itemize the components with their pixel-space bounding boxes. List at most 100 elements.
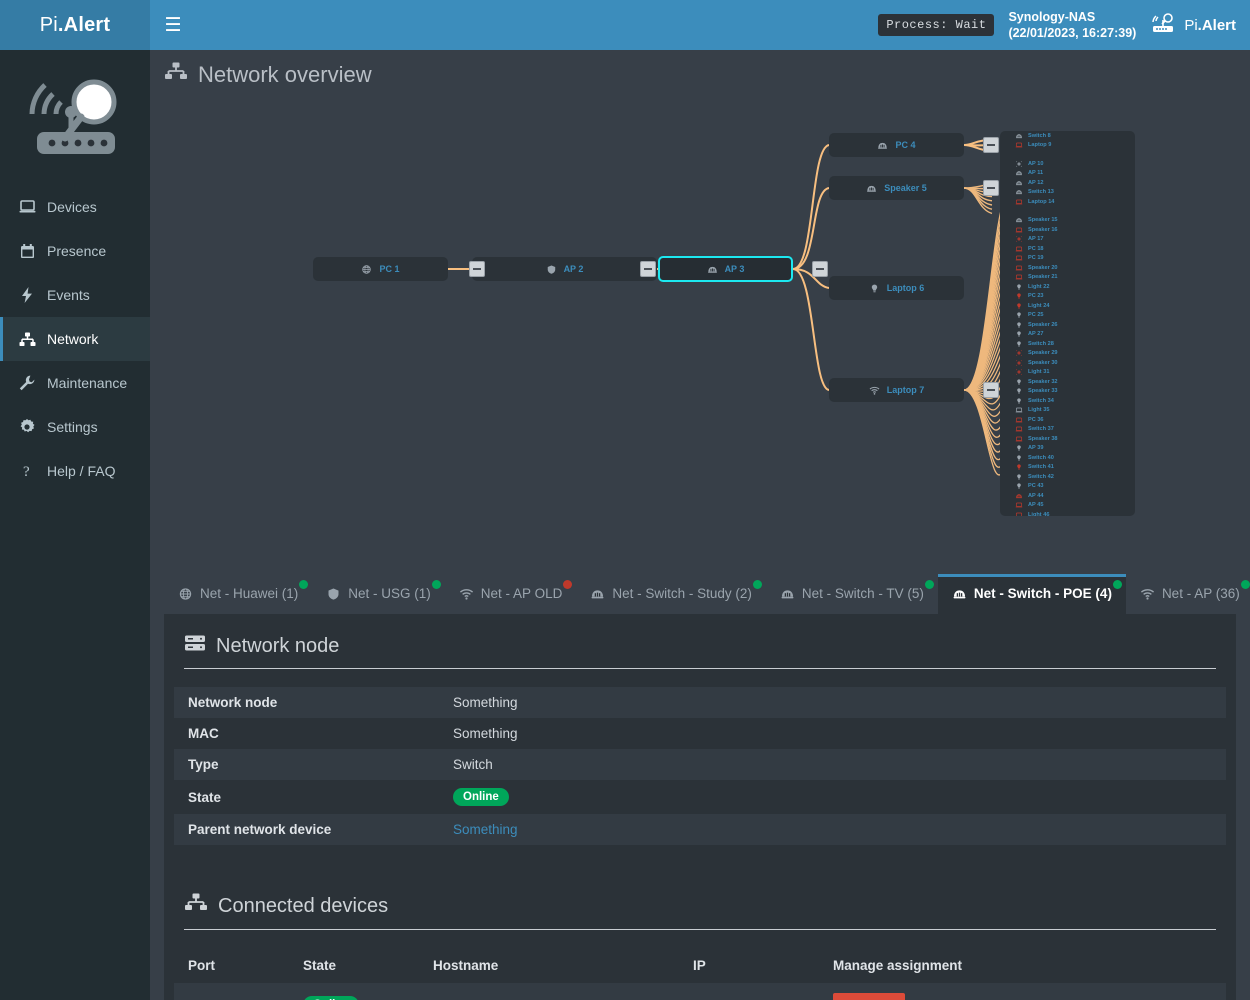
graph-cluster-panel[interactable]: Switch 8 Laptop 9 AP 10 AP 11 AP 12 Swit…	[1000, 131, 1135, 516]
cluster-node-label: PC 25	[1028, 312, 1044, 319]
cluster-node-label: AP 45	[1028, 502, 1044, 509]
cluster-node-laptop-14[interactable]: Laptop 14	[1000, 197, 1135, 207]
switch-icon	[590, 588, 605, 600]
tab-net-switch-study-2[interactable]: Net - Switch - Study (2)	[576, 574, 766, 614]
user-menu[interactable]: Pi.Alert	[1150, 12, 1236, 38]
sidebar-item-maintenance[interactable]: Maintenance	[0, 361, 150, 405]
cluster-node-ap-45[interactable]: AP 45	[1000, 501, 1135, 511]
graph-node-pc-4[interactable]: PC 4	[829, 133, 964, 157]
app-logo[interactable]: Pi .Alert	[0, 0, 150, 50]
cluster-node-light-22[interactable]: Light 22	[1000, 282, 1135, 292]
cluster-node-speaker-21[interactable]: Speaker 21	[1000, 273, 1135, 283]
sidebar: Devices Presence Events Network Maintena…	[0, 50, 150, 1000]
cluster-node-light-46[interactable]: Light 46	[1000, 510, 1135, 516]
column-header[interactable]: State	[303, 958, 337, 973]
cluster-node-switch-37[interactable]: Switch 37	[1000, 425, 1135, 435]
cluster-node-light-31[interactable]: Light 31	[1000, 368, 1135, 378]
tab-net-ap-36[interactable]: Net - AP (36)	[1126, 574, 1250, 614]
graph-node-ap-3[interactable]: AP 3	[658, 256, 793, 282]
tab-label: Net - Huawei (1)	[200, 586, 299, 601]
cluster-node-speaker-30[interactable]: Speaker 30	[1000, 358, 1135, 368]
parent-device-link[interactable]: Something	[453, 822, 518, 837]
svg-text:?: ?	[23, 464, 30, 479]
cluster-node-pc-43[interactable]: PC 43	[1000, 482, 1135, 492]
tab-net-switch-tv-5[interactable]: Net - Switch - TV (5)	[766, 574, 938, 614]
column-header[interactable]: Manage assignment	[833, 958, 963, 973]
cluster-node-ap-12[interactable]: AP 12	[1000, 178, 1135, 188]
cluster-node-ap-11[interactable]: AP 11	[1000, 169, 1135, 179]
graph-node-label: AP 3	[724, 264, 745, 274]
tab-status-dot	[1112, 580, 1122, 589]
graph-collapse-toggle[interactable]	[983, 137, 999, 153]
cluster-node-ap-27[interactable]: AP 27	[1000, 330, 1135, 340]
column-header[interactable]: Hostname	[433, 958, 499, 973]
tab-net-usg-1[interactable]: Net - USG (1)	[312, 574, 445, 614]
hostname-link[interactable]: Something	[433, 998, 498, 1000]
cluster-node-light-24[interactable]: Light 24	[1000, 301, 1135, 311]
cluster-node-light-35[interactable]: Light 35	[1000, 406, 1135, 416]
gear-icon	[17, 419, 37, 435]
tab-status-dot	[924, 580, 934, 589]
detail-key: Type	[188, 757, 219, 772]
cluster-node-ap-39[interactable]: AP 39	[1000, 444, 1135, 454]
graph-collapse-toggle[interactable]	[983, 180, 999, 196]
cluster-node-speaker-38[interactable]: Speaker 38	[1000, 434, 1135, 444]
switch-icon	[707, 265, 718, 274]
graph-collapse-toggle[interactable]	[640, 261, 656, 277]
cluster-node-pc-18[interactable]: PC 18	[1000, 244, 1135, 254]
graph-node-laptop-7[interactable]: Laptop 7	[829, 378, 964, 402]
tab-net-switch-poe-4[interactable]: Net - Switch - POE (4)	[937, 574, 1126, 614]
connected-devices-section-title: Connected devices	[174, 845, 1226, 929]
sidebar-item-network[interactable]: Network	[0, 317, 150, 361]
cluster-node-switch-34[interactable]: Switch 34	[1000, 396, 1135, 406]
sidebar-item-presence[interactable]: Presence	[0, 229, 150, 273]
cluster-node-switch-13[interactable]: Switch 13	[1000, 188, 1135, 198]
tab-net-ap-old[interactable]: Net - AP OLD	[445, 574, 577, 614]
cluster-node-speaker-26[interactable]: Speaker 26	[1000, 320, 1135, 330]
brand-suffix: .Alert	[57, 13, 111, 36]
cluster-node-ap-10[interactable]: AP 10	[1000, 159, 1135, 169]
sidebar-item-devices[interactable]: Devices	[0, 185, 150, 229]
sidebar-item-events[interactable]: Events	[0, 273, 150, 317]
cluster-node-switch-42[interactable]: Switch 42	[1000, 472, 1135, 482]
cluster-node-pc-23[interactable]: PC 23	[1000, 292, 1135, 302]
column-header[interactable]: IP	[693, 958, 706, 973]
sidebar-toggle-icon[interactable]: ☰	[164, 14, 182, 36]
graph-collapse-toggle[interactable]	[469, 261, 485, 277]
cluster-node-pc-25[interactable]: PC 25	[1000, 311, 1135, 321]
cluster-node-speaker-20[interactable]: Speaker 20	[1000, 263, 1135, 273]
cluster-node-speaker-16[interactable]: Speaker 16	[1000, 225, 1135, 235]
cluster-node-label: Speaker 20	[1028, 264, 1058, 271]
network-graph[interactable]: PC 1 AP 2 AP 3 PC 4 Speaker 5 Laptop 6	[150, 88, 1250, 568]
cluster-node-switch-8[interactable]: Switch 8	[1000, 131, 1135, 141]
column-header[interactable]: Port	[188, 958, 215, 973]
cluster-node-speaker-32[interactable]: Speaker 32	[1000, 377, 1135, 387]
page-title-text: Network overview	[198, 62, 372, 87]
graph-node-pc-1[interactable]: PC 1	[313, 257, 448, 281]
graph-collapse-toggle[interactable]	[983, 382, 999, 398]
cluster-node-pc-36[interactable]: PC 36	[1000, 415, 1135, 425]
cluster-node-laptop-9[interactable]: Laptop 9	[1000, 141, 1135, 151]
tab-net-huawei-1[interactable]: Net - Huawei (1)	[164, 574, 312, 614]
cluster-node-ap-17[interactable]: AP 17	[1000, 235, 1135, 245]
cluster-node-switch-41[interactable]: Switch 41	[1000, 463, 1135, 473]
graph-node-speaker-5[interactable]: Speaker 5	[829, 176, 964, 200]
cluster-node-speaker-15[interactable]: Speaker 15	[1000, 216, 1135, 226]
detail-value: Switch	[453, 757, 493, 772]
detail-row: Parent network device Something	[174, 814, 1226, 845]
sidebar-item-settings[interactable]: Settings	[0, 405, 150, 449]
graph-collapse-toggle[interactable]	[812, 261, 828, 277]
cluster-node-switch-28[interactable]: Switch 28	[1000, 339, 1135, 349]
cluster-node-speaker-33[interactable]: Speaker 33	[1000, 387, 1135, 397]
unassign-button[interactable]: Unassign	[833, 993, 906, 1000]
cluster-node-ap-44[interactable]: AP 44	[1000, 491, 1135, 501]
graph-node-ap-2[interactable]: AP 2	[472, 257, 657, 281]
cluster-node-pc-19[interactable]: PC 19	[1000, 254, 1135, 264]
cluster-node-switch-40[interactable]: Switch 40	[1000, 453, 1135, 463]
graph-node-laptop-6[interactable]: Laptop 6	[829, 276, 964, 300]
tab-label: Net - Switch - TV (5)	[801, 586, 924, 601]
ap-icon	[1014, 159, 1023, 168]
cluster-node-speaker-29[interactable]: Speaker 29	[1000, 349, 1135, 359]
sidebar-item-help-faq[interactable]: ? Help / FAQ	[0, 449, 150, 493]
connected-devices-table: Port State Hostname IP Manage assignment 2 O…	[174, 948, 1226, 1000]
